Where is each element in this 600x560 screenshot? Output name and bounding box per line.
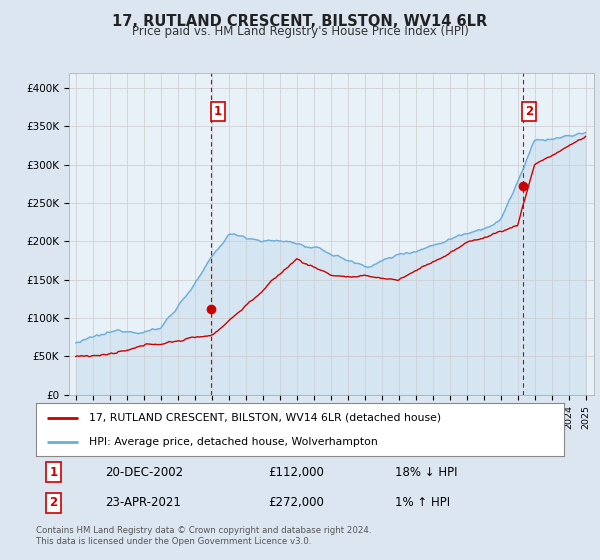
Text: 17, RUTLAND CRESCENT, BILSTON, WV14 6LR (detached house): 17, RUTLAND CRESCENT, BILSTON, WV14 6LR …	[89, 413, 441, 423]
Text: 2: 2	[526, 105, 533, 118]
Text: HPI: Average price, detached house, Wolverhampton: HPI: Average price, detached house, Wolv…	[89, 437, 377, 447]
Text: £112,000: £112,000	[268, 465, 324, 479]
Text: 17, RUTLAND CRESCENT, BILSTON, WV14 6LR: 17, RUTLAND CRESCENT, BILSTON, WV14 6LR	[112, 14, 488, 29]
Text: 1: 1	[49, 465, 58, 479]
Text: 23-APR-2021: 23-APR-2021	[104, 497, 181, 510]
Text: 18% ↓ HPI: 18% ↓ HPI	[395, 465, 458, 479]
Text: Price paid vs. HM Land Registry's House Price Index (HPI): Price paid vs. HM Land Registry's House …	[131, 25, 469, 38]
Text: Contains HM Land Registry data © Crown copyright and database right 2024.
This d: Contains HM Land Registry data © Crown c…	[36, 526, 371, 546]
Text: 1: 1	[214, 105, 222, 118]
Text: £272,000: £272,000	[268, 497, 324, 510]
Text: 20-DEC-2002: 20-DEC-2002	[104, 465, 183, 479]
Text: 2: 2	[49, 497, 58, 510]
Text: 1% ↑ HPI: 1% ↑ HPI	[395, 497, 450, 510]
